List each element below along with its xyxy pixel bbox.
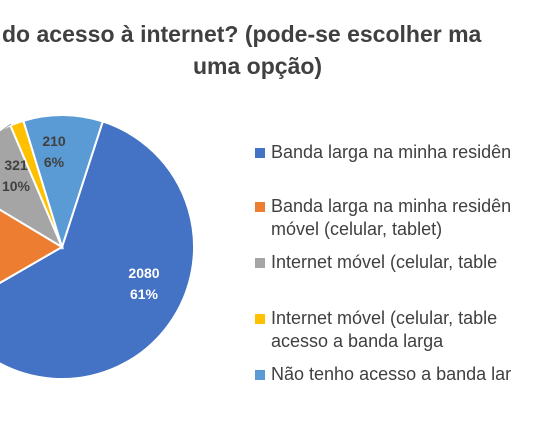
pie-slice-banda-larga-e-movel	[0, 208, 64, 284]
data-label-internet-movel-value: 321	[4, 157, 28, 173]
data-label-banda-larga-residencia-percent: 61%	[130, 286, 159, 302]
pie-slice-banda-larga-residencia	[0, 120, 195, 380]
chart-title-line-2: uma opção)	[193, 53, 323, 79]
chart-title-line-1: do acesso à internet? (pode-se escolher …	[2, 21, 482, 47]
pie-slice-sem-acesso-banda-larga	[22, 114, 105, 251]
data-label-internet-movel-percent: 10%	[2, 178, 31, 194]
data-label-sem-acesso-banda-larga-value: 210	[42, 133, 66, 149]
pie-slice-internet-movel	[0, 124, 65, 250]
leader-line	[0, 123, 12, 133]
data-label-banda-larga-residencia-value: 2080	[128, 265, 159, 281]
data-label-sem-acesso-banda-larga-percent: 6%	[44, 154, 65, 170]
